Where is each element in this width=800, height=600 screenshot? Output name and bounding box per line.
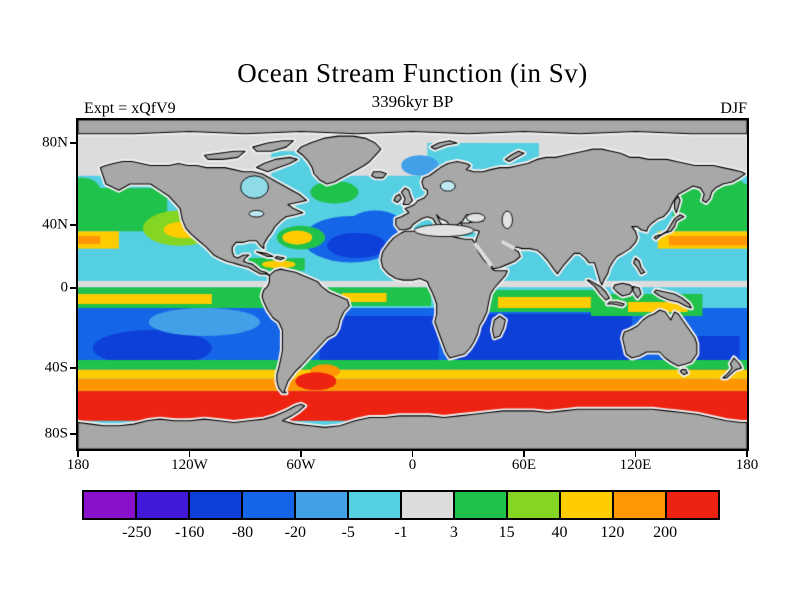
x-tick-label: 120W (171, 457, 208, 473)
chart-subtitle: 3396kyr BP (371, 92, 454, 111)
colorbar-level-label: -1 (394, 524, 408, 541)
colorbar-segment (241, 492, 294, 518)
colorbar-segment (559, 492, 612, 518)
colorbar-level-label: 120 (600, 524, 625, 541)
y-tick-label: 40N (42, 216, 68, 233)
colorbar-level-label: 15 (498, 524, 515, 541)
colorbar-segment (294, 492, 347, 518)
colorbar-level-label: 3 (449, 524, 458, 541)
colorbar-segment (400, 492, 453, 518)
colorbar-level-label: -160 (174, 524, 205, 541)
x-tick-mark (746, 451, 748, 457)
colorbar-level-label: -250 (122, 524, 152, 541)
x-tick-mark (523, 451, 525, 457)
x-tick-mark (300, 451, 302, 457)
map-frame (76, 118, 749, 451)
colorbar-segment (347, 492, 400, 518)
x-tick-label: 60E (511, 457, 537, 473)
y-tick-label: 80N (42, 134, 68, 151)
colorbar-level-label: -80 (231, 524, 254, 541)
x-tick-label: 0 (408, 457, 417, 473)
world-map-canvas (78, 120, 747, 449)
season-label: DJF (720, 100, 747, 117)
x-tick-label: 180 (735, 457, 759, 473)
chart-title: Ocean Stream Function (in Sv) (237, 58, 588, 88)
colorbar-segment (665, 492, 718, 518)
colorbar-segment (612, 492, 665, 518)
colorbar-level-label: -5 (341, 524, 355, 541)
x-tick-mark (77, 451, 79, 457)
colorbar-level-label: -20 (284, 524, 306, 541)
colorbar-level-label: 200 (653, 524, 678, 541)
x-tick-label: 60W (286, 457, 316, 473)
y-tick-mark (70, 367, 76, 369)
x-tick-label: 120E (619, 457, 652, 473)
x-tick-mark (188, 451, 191, 457)
y-tick-label: 0 (60, 279, 69, 296)
colorbar-segment (188, 492, 241, 518)
colorbar-segment (135, 492, 188, 518)
y-tick-label: 40S (44, 359, 68, 376)
y-tick-mark (70, 433, 76, 435)
colorbar-segment (506, 492, 559, 518)
colorbar (82, 490, 720, 520)
experiment-label: Expt = xQfV9 (84, 100, 176, 117)
colorbar-segment (453, 492, 506, 518)
x-tick-mark (411, 451, 414, 457)
x-tick-label: 180 (66, 457, 90, 473)
y-tick-label: 80S (44, 425, 68, 442)
colorbar-segment (84, 492, 135, 518)
colorbar-level-label: 40 (551, 524, 568, 541)
x-tick-mark (634, 451, 637, 457)
y-tick-mark (70, 224, 76, 226)
y-tick-mark (70, 142, 76, 144)
y-tick-mark (70, 287, 76, 289)
